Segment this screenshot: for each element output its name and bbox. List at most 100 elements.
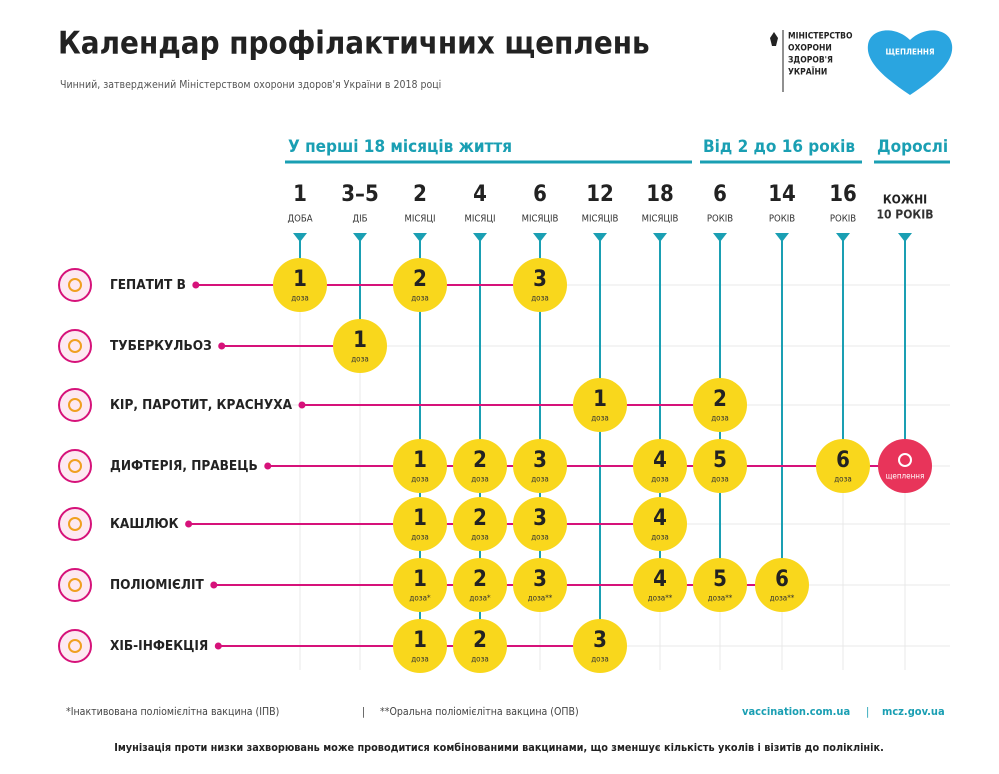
dose-circle: [453, 439, 507, 493]
dose-circle: [393, 497, 447, 551]
adult-label: щеплення: [886, 472, 925, 481]
disease-name: КІР, ПАРОТИТ, КРАСНУХА: [110, 397, 293, 413]
dose-number: 2: [413, 267, 427, 292]
icon-core: [68, 517, 82, 531]
dose-label: доза: [591, 414, 609, 423]
row-dot: [185, 520, 193, 528]
dose-number: 3: [533, 506, 547, 531]
disease-name: ТУБЕРКУЛЬОЗ: [110, 338, 212, 354]
icon-ring: [58, 329, 92, 363]
dose-label: доза**: [528, 594, 553, 603]
dose-label: доза**: [770, 594, 795, 603]
ministry-line: ЗДОРОВ'Я: [788, 56, 833, 66]
separator: |: [362, 706, 365, 718]
column-number: 6: [713, 182, 727, 207]
column-arrow: [898, 233, 912, 242]
period-label: Дорослі: [877, 137, 948, 157]
disease-name: ХІБ-ІНФЕКЦІЯ: [110, 638, 208, 654]
dose-number: 5: [713, 448, 727, 473]
dose-circle: [393, 558, 447, 612]
dose-number: 3: [533, 567, 547, 592]
dose-label: доза: [531, 475, 549, 484]
row-dot: [218, 342, 226, 350]
column-arrow: [353, 233, 367, 242]
dose-number: 1: [413, 448, 427, 473]
disease-name: ПОЛІОМІЄЛІТ: [110, 577, 205, 593]
icon-core: [68, 578, 82, 592]
dose-label: доза: [471, 475, 489, 484]
link[interactable]: vaccination.com.ua: [742, 705, 850, 718]
dose-circle: [755, 558, 809, 612]
dose-circle: [273, 258, 327, 312]
dose-number: 5: [713, 567, 727, 592]
disease-name: ДИФТЕРІЯ, ПРАВЕЦЬ: [110, 458, 258, 474]
dose-label: доза: [411, 533, 429, 542]
dose-circle: [633, 558, 687, 612]
row-dot: [210, 581, 218, 589]
column-unit: ДОБА: [287, 214, 312, 225]
column-arrow: [473, 233, 487, 242]
icon-core: [68, 278, 82, 292]
dose-label: доза: [471, 533, 489, 542]
period-label: Від 2 до 16 років: [703, 137, 855, 157]
footnote: *Інактивована поліомієлітна вакцина (ІПВ…: [66, 706, 279, 718]
dose-label: доза: [711, 475, 729, 484]
dose-number: 1: [413, 628, 427, 653]
column-unit: МІСЯЦІ: [405, 214, 436, 225]
dose-label: доза: [531, 294, 549, 303]
column-number: 6: [533, 182, 547, 207]
disease-name: ГЕПАТИТ В: [110, 277, 186, 293]
dose-circle: [453, 558, 507, 612]
icon-core: [68, 639, 82, 653]
column-number: 14: [768, 182, 796, 207]
row-dot: [214, 642, 222, 650]
ministry-line: МІНІСТЕРСТВО: [788, 32, 853, 42]
dose-label: доза: [411, 475, 429, 484]
icon-core: [68, 459, 82, 473]
column-arrow: [836, 233, 850, 242]
dose-circle: [693, 439, 747, 493]
dose-number: 2: [473, 448, 487, 473]
column-number: 2: [413, 182, 427, 207]
icon-ring: [58, 629, 92, 663]
icon-ring: [58, 449, 92, 483]
column-unit: МІСЯЦІ: [465, 214, 496, 225]
dose-circle: [453, 497, 507, 551]
column-arrow: [653, 233, 667, 242]
dose-label: доза: [531, 533, 549, 542]
column-number: 12: [586, 182, 614, 207]
column-unit: МІСЯЦІВ: [642, 214, 679, 225]
dose-number: 3: [593, 628, 607, 653]
column-number: 4: [473, 182, 487, 207]
ministry-line: УКРАЇНИ: [788, 67, 827, 78]
disease-icon: [58, 388, 92, 422]
dose-circle: [573, 378, 627, 432]
column-number: 1: [293, 182, 307, 207]
dose-label: доза**: [648, 594, 673, 603]
separator: |: [866, 705, 869, 718]
disease-icon: [58, 568, 92, 602]
dose-number: 4: [653, 567, 667, 592]
dose-number: 2: [473, 567, 487, 592]
dose-number: 2: [713, 387, 727, 412]
dose-number: 2: [473, 506, 487, 531]
dose-number: 6: [836, 448, 850, 473]
dose-label: доза: [834, 475, 852, 484]
icon-ring: [58, 568, 92, 602]
column-arrow: [713, 233, 727, 242]
dose-number: 3: [533, 267, 547, 292]
title: Календар профілактичних щеплень: [58, 26, 650, 62]
column-unit: РОКІВ: [707, 214, 733, 225]
dose-circle: [453, 619, 507, 673]
column-arrow: [293, 233, 307, 242]
dose-number: 2: [473, 628, 487, 653]
column-arrow: [413, 233, 427, 242]
dose-circle: [513, 258, 567, 312]
period-label: У перші 18 місяців життя: [288, 137, 512, 157]
column-number: 16: [829, 182, 857, 207]
dose-circle: [633, 439, 687, 493]
link[interactable]: mcz.gov.ua: [882, 705, 945, 718]
dose-circle: [513, 439, 567, 493]
subtitle: Чинний, затверджений Міністерством охоро…: [60, 79, 441, 91]
